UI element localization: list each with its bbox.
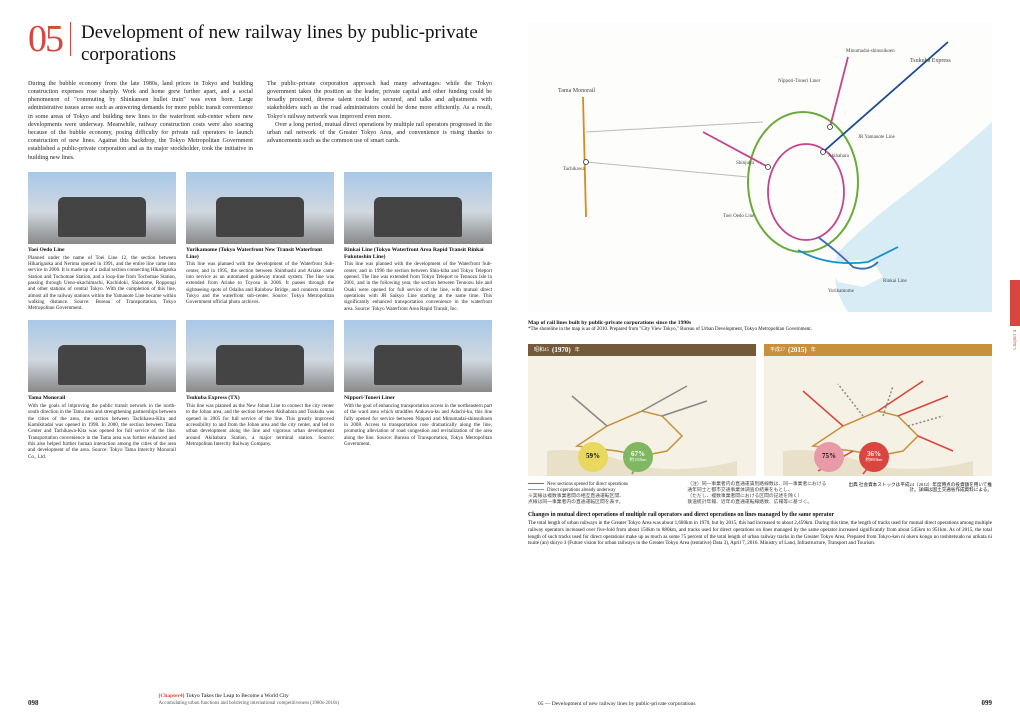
footer-left: 098 [Chapter4] Tokyo Takes the Leap to B…: [28, 693, 482, 707]
train-grid: Toei Oedo LinePlanned under the name of …: [28, 172, 492, 460]
train-title: Tsukuba Express (TX): [186, 395, 334, 402]
train-title: Toei Oedo Line: [28, 247, 176, 254]
page-number-left: 098: [28, 699, 39, 707]
train-title: Rinkai Line (Tokyo Waterfront Area Rapid…: [344, 247, 492, 260]
map-subcaption: *The shoreline in the map is as of 2010.…: [528, 327, 992, 334]
footer-right-text: 05 — Development of new railway lines by…: [538, 701, 695, 707]
title-block: 05 Development of new railway lines by p…: [28, 22, 492, 66]
section-number: 05: [28, 22, 71, 56]
stat-2015-a: 75%: [814, 442, 844, 472]
stat-2015-b: 36% 約880km: [859, 442, 889, 472]
svg-text:Minumadai-shinsuikoen: Minumadai-shinsuikoen: [846, 49, 895, 54]
body-column-left: During the bubble economy from the late …: [28, 80, 253, 162]
train-desc: This line was planned with the developme…: [344, 261, 492, 312]
train-desc: This line was planned as the New Joban L…: [186, 403, 334, 448]
train-item: Rinkai Line (Tokyo Waterfront Area Rapid…: [344, 172, 492, 312]
map-large: Tama Monorail Tachikawa Shinjuku JR Yama…: [528, 22, 992, 312]
map-1970: 昭和45 (1970) 年 59% 67% 約150km: [528, 344, 756, 476]
train-desc: With the goal of enhancing transportatio…: [344, 403, 492, 448]
stat-1970-b: 67% 約150km: [623, 442, 653, 472]
svg-text:Tsukuba Express: Tsukuba Express: [910, 58, 951, 64]
train-desc: With the goals of improving the public t…: [28, 403, 176, 460]
stat-1970-a: 59%: [578, 442, 608, 472]
page-title: Development of new railway lines by publ…: [81, 22, 492, 66]
train-photo: [28, 172, 176, 244]
svg-text:Akihabara: Akihabara: [828, 154, 850, 159]
body-column-right: The public-private corporation approach …: [267, 80, 492, 162]
chapter-tab: [1010, 280, 1020, 326]
chapter-tab-label: Chapter 4: [1013, 330, 1018, 350]
page-right: Chapter 4: [510, 0, 1020, 721]
train-photo: [344, 172, 492, 244]
comparison-maps: 昭和45 (1970) 年 59% 67% 約150km: [528, 344, 992, 476]
svg-text:Tama Monorail: Tama Monorail: [558, 88, 595, 94]
map-caption: Map of rail lines built by public-privat…: [528, 320, 992, 326]
train-desc: This line was planned with the developme…: [186, 261, 334, 306]
train-item: Toei Oedo LinePlanned under the name of …: [28, 172, 176, 312]
footer-text: [Chapter4] Tokyo Takes the Leap to Becom…: [159, 693, 340, 707]
train-title: Yurikamome (Tokyo Waterfront New Transit…: [186, 247, 334, 260]
map-svg: Tama Monorail Tachikawa Shinjuku JR Yama…: [528, 22, 992, 312]
legend-left: New sections opened for direct operation…: [528, 482, 673, 507]
svg-text:Yurikamome: Yurikamome: [828, 289, 855, 294]
svg-text:JR Yamanote Line: JR Yamanote Line: [858, 135, 896, 140]
body-text: During the bubble economy from the late …: [28, 80, 492, 162]
map-2015: 平成27 (2015) 年 75% 36% 約880km: [764, 344, 992, 476]
train-photo: [28, 320, 176, 392]
svg-text:Shinjuku: Shinjuku: [736, 161, 755, 166]
changes-body: The total length of urban railways in th…: [528, 520, 992, 546]
changes-title: Changes in mutual direct operations of m…: [528, 512, 992, 518]
train-item: Yurikamome (Tokyo Waterfront New Transit…: [186, 172, 334, 312]
svg-text:Rinkai Line: Rinkai Line: [883, 279, 908, 284]
train-title: Nippori-Toneri Liner: [344, 395, 492, 402]
train-title: Tama Monorail: [28, 395, 176, 402]
page-left: 05 Development of new railway lines by p…: [0, 0, 510, 721]
legend-middle: （注）同一事業者内の直通運賃別路線数は、同一事業者における 通年同士と都市交通事…: [687, 482, 832, 507]
banner-1970: 昭和45 (1970) 年: [528, 344, 756, 356]
page-number-right: 099: [982, 699, 993, 707]
footer-right: 05 — Development of new railway lines by…: [538, 699, 992, 707]
svg-text:Nippori-Toneri Liner: Nippori-Toneri Liner: [778, 79, 821, 84]
svg-text:Tachikawa: Tachikawa: [563, 167, 585, 172]
train-photo: [186, 172, 334, 244]
legend: New sections opened for direct operation…: [528, 482, 992, 507]
train-photo: [344, 320, 492, 392]
svg-text:Toei Oedo Line: Toei Oedo Line: [723, 214, 755, 219]
legend-source: 出典 社会資本ストックは平成24（2012）年度時点の投資額を用いて推計。詳細は…: [847, 482, 992, 507]
train-item: Tama MonorailWith the goals of improving…: [28, 320, 176, 460]
banner-2015: 平成27 (2015) 年: [764, 344, 992, 356]
train-item: Tsukuba Express (TX)This line was planne…: [186, 320, 334, 460]
train-item: Nippori-Toneri LinerWith the goal of enh…: [344, 320, 492, 460]
train-desc: Planned under the name of Toei Line 12, …: [28, 255, 176, 312]
train-photo: [186, 320, 334, 392]
